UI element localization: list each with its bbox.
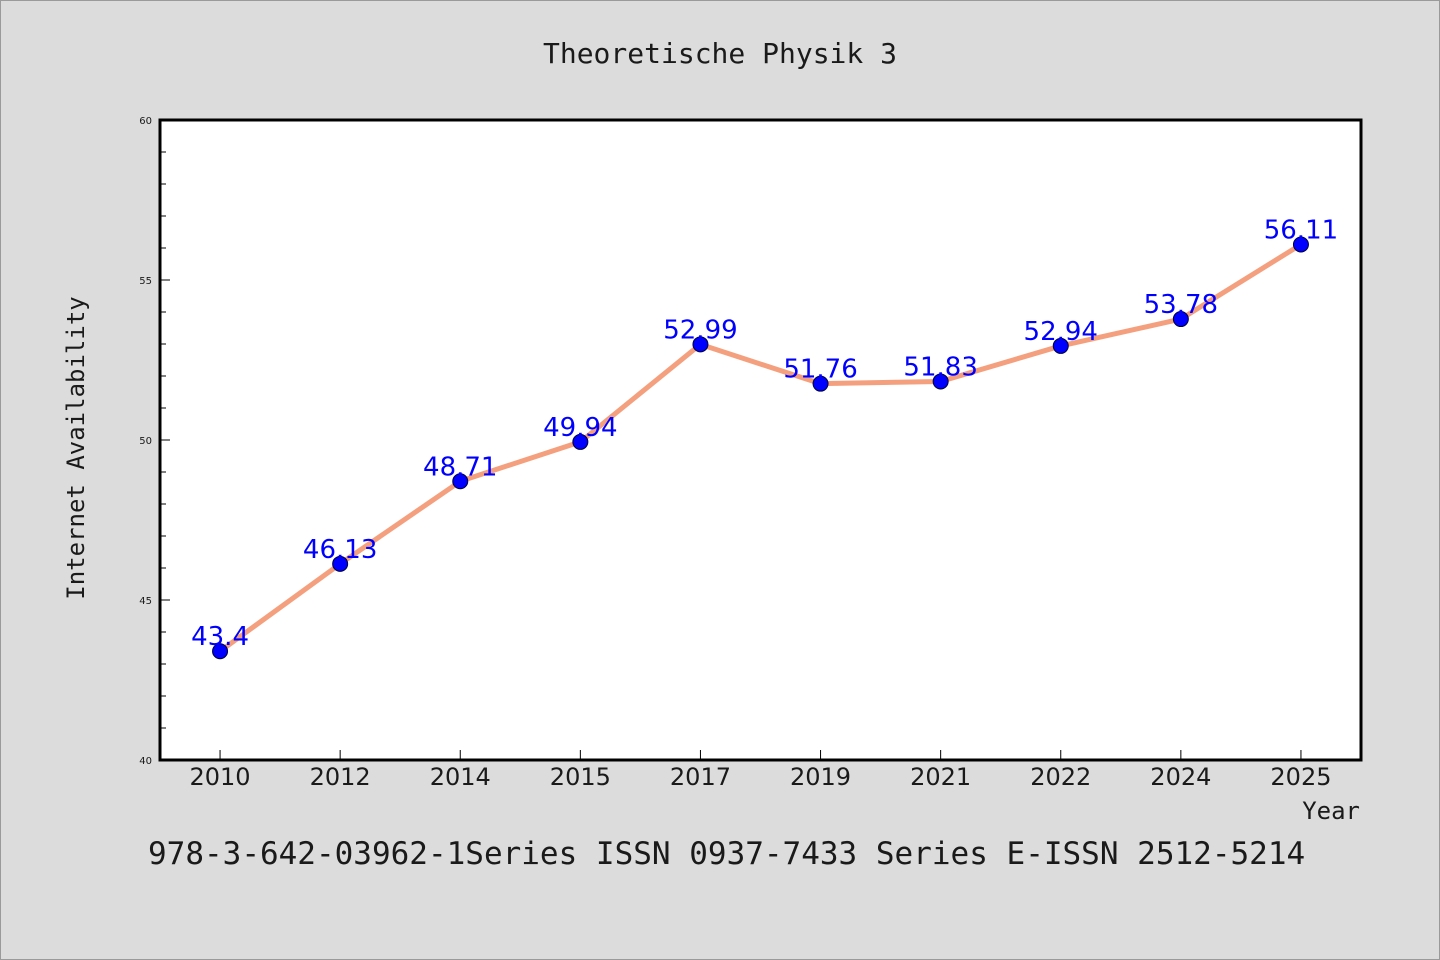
y-tick-label: 60 (139, 116, 152, 127)
x-tick-label: 2014 (430, 763, 491, 791)
y-axis: 40 45 50 55 60 (139, 116, 170, 767)
x-tick-label: 2012 (310, 763, 371, 791)
y-tick-label: 40 (139, 756, 152, 767)
data-label: 53.78 (1144, 290, 1218, 320)
x-tick-label: 2019 (790, 763, 851, 791)
data-label: 46.13 (303, 535, 377, 565)
x-axis: 2010 2012 2014 2015 2017 2019 2021 2022 2024 2025 (190, 750, 1331, 791)
y-tick-label: 45 (139, 596, 152, 607)
x-tick-label: 2017 (670, 763, 731, 791)
data-label: 52.99 (663, 315, 737, 345)
data-label: 52.94 (1024, 317, 1098, 347)
data-point (932, 373, 949, 390)
data-point (1052, 337, 1069, 354)
data-point (212, 643, 229, 660)
x-tick-label: 2010 (190, 763, 251, 791)
data-label: 51.76 (783, 355, 857, 385)
chart-title: Theoretische Physik 3 (543, 37, 897, 70)
data-point (332, 555, 349, 572)
footer-text: 978-3-642-03962-1Series ISSN 0937-7433 S… (148, 836, 1305, 872)
data-point (692, 336, 709, 353)
data-label: 49.94 (543, 413, 617, 443)
data-label: 51.83 (903, 352, 977, 382)
x-axis-label: Year (1302, 797, 1360, 825)
y-axis-label: Internet Availability (62, 296, 90, 599)
x-tick-label: 2022 (1030, 763, 1091, 791)
data-point (1172, 311, 1189, 328)
data-label: 56.11 (1264, 215, 1338, 245)
x-tick-label: 2021 (910, 763, 971, 791)
x-tick-label: 2024 (1150, 763, 1211, 791)
series-line (217, 241, 1304, 654)
data-label: 43.4 (191, 622, 249, 652)
plot-area (158, 118, 1363, 762)
y-tick-label: 50 (139, 436, 152, 447)
data-point (812, 375, 829, 392)
x-tick-label: 2015 (550, 763, 611, 791)
data-label: 48.71 (423, 452, 497, 482)
series-markers (212, 236, 1309, 660)
x-tick-label: 2025 (1270, 763, 1331, 791)
data-point (1292, 236, 1309, 253)
data-point (452, 473, 469, 490)
data-labels: 43.4 46.13 48.71 49.94 52.99 51.76 51.83 52.94 5… (191, 215, 1338, 652)
y-tick-label: 55 (139, 276, 152, 287)
data-point (572, 433, 589, 450)
